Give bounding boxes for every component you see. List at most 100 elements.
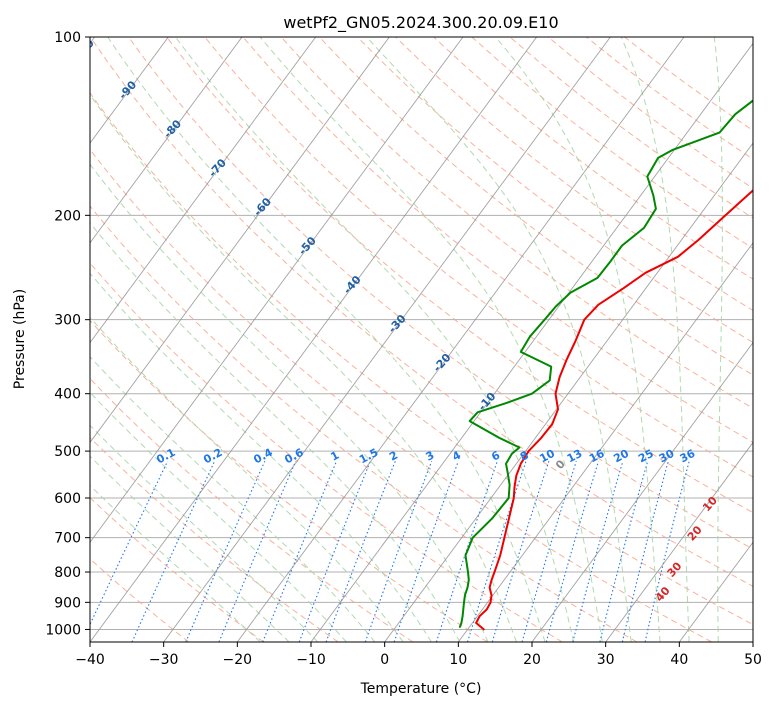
profiles (458, 99, 753, 631)
isotherm-line (90, 37, 464, 543)
mixing-ratio-label: 20 (611, 447, 631, 466)
mixing-ratio-label: 1.5 (357, 446, 380, 467)
moist-adiabat (90, 355, 376, 642)
moist-adiabat-label: 10 (700, 494, 720, 514)
x-tick-label: 30 (597, 652, 615, 668)
y-tick-label: 900 (54, 595, 81, 611)
dry-adiabat (471, 37, 753, 249)
x-tick-label: −20 (223, 652, 253, 668)
x-tick-label: 0 (380, 652, 389, 668)
isotherm-line (90, 37, 317, 344)
mixing-ratio-line (298, 460, 371, 642)
moist-adiabat (620, 37, 690, 642)
moist-adiabat (175, 37, 575, 642)
moist-adiabat-label: 30 (665, 559, 685, 579)
isotherm-label: -90 (116, 78, 139, 102)
mixing-ratio-line (644, 461, 690, 642)
x-axis-label: Temperature (°C) (360, 681, 482, 697)
y-axis: 100 200 300 400 500 600 700 800 900 1000 (45, 30, 90, 638)
isotherm-line (90, 37, 390, 444)
isotherm-line (384, 142, 753, 642)
y-axis-label: Pressure (hPa) (12, 289, 28, 389)
mixing-ratio-line (364, 461, 433, 642)
isotherm-line (90, 37, 169, 144)
y-tick-label: 100 (54, 30, 81, 46)
x-tick-label: 20 (523, 652, 541, 668)
isotherm-line (605, 441, 753, 642)
dry-adiabat (509, 37, 753, 219)
mixing-ratio-line (185, 460, 266, 642)
moist-adiabat (107, 37, 546, 642)
y-tick-label: 300 (54, 313, 81, 329)
isotherm-line (752, 641, 753, 642)
moist-adiabat (90, 93, 517, 642)
x-tick-label: −30 (149, 652, 179, 668)
isotherm-line (310, 42, 753, 642)
x-tick-label: −40 (75, 652, 105, 668)
dry-adiabat (357, 37, 753, 344)
dry-adiabat (318, 37, 753, 376)
dry-adiabat (280, 37, 753, 409)
mixing-ratio-line (262, 460, 338, 642)
moist-adiabats (90, 37, 723, 642)
mixing-ratio-label: 0.1 (154, 446, 177, 467)
moist-adiabat (90, 316, 404, 642)
mixing-ratio-label: 30 (657, 447, 677, 466)
x-tick-label: 50 (744, 652, 762, 668)
isotherm-label: -70 (206, 156, 229, 180)
mixing-ratio-line (435, 461, 498, 642)
isotherm-line (678, 541, 753, 642)
mixing-ratio-label: 25 (636, 447, 656, 466)
mixing-ratio-line (393, 461, 459, 642)
moist-adiabat (90, 163, 489, 642)
moist-adiabat (90, 484, 261, 642)
mixing-ratio-label: 0.6 (282, 446, 306, 467)
mixing-ratio-line (599, 461, 649, 642)
moist-adiabat (90, 272, 432, 642)
skewed-isotherms (90, 37, 753, 642)
mixing-ratio-lines (90, 460, 690, 642)
isotherm-label: -40 (341, 273, 364, 297)
moist-adiabat (495, 37, 661, 642)
mixing-ratio-line (621, 461, 669, 642)
y-tick-label: 400 (54, 387, 81, 403)
mixing-ratio-line (131, 460, 216, 642)
dry-adiabat (90, 205, 638, 642)
y-tick-label: 700 (54, 531, 81, 547)
mixing-ratio-line (218, 460, 297, 642)
moist-adiabat (713, 37, 723, 642)
mixing-ratio-line (572, 461, 624, 642)
y-tick-label: 500 (54, 444, 81, 460)
dry-adiabat (90, 148, 712, 642)
moist-adiabat-label: 20 (685, 523, 705, 543)
isotherm-line (457, 242, 753, 642)
dry-adiabat (624, 37, 753, 132)
dry-adiabat (90, 319, 488, 642)
dry-adiabat (90, 92, 753, 626)
mixing-ratio-label: 0.4 (251, 446, 275, 467)
mixing-ratio-label: 10 (537, 447, 557, 466)
x-tick-label: 40 (670, 652, 688, 668)
x-tick-label: 10 (449, 652, 467, 668)
dry-adiabat (90, 37, 753, 587)
mixing-ratio-label: 16 (587, 447, 607, 466)
isotherm-line (90, 37, 538, 642)
mixing-ratio-line (521, 461, 577, 642)
isotherm-label: -20 (431, 351, 454, 375)
isotherm-label: -30 (386, 312, 409, 336)
x-tick-label: −10 (296, 652, 326, 668)
plot-frame (89, 36, 754, 643)
isotherm-label: -50 (296, 234, 319, 258)
temperature-profile (475, 189, 753, 631)
isotherm-label: -80 (161, 117, 184, 141)
isotherm-line (163, 37, 611, 642)
mixing-ratio-line (90, 460, 169, 626)
y-tick-label: 1000 (45, 622, 81, 638)
mixing-ratio-label: 36 (678, 447, 698, 466)
mixing-ratio-label: 13 (565, 447, 585, 466)
mixing-ratio-line (325, 460, 396, 642)
x-axis: −40 −30 −20 −10 0 10 20 30 40 50 (75, 642, 762, 668)
dry-adiabat (90, 377, 414, 642)
moist-adiabat (90, 424, 319, 642)
